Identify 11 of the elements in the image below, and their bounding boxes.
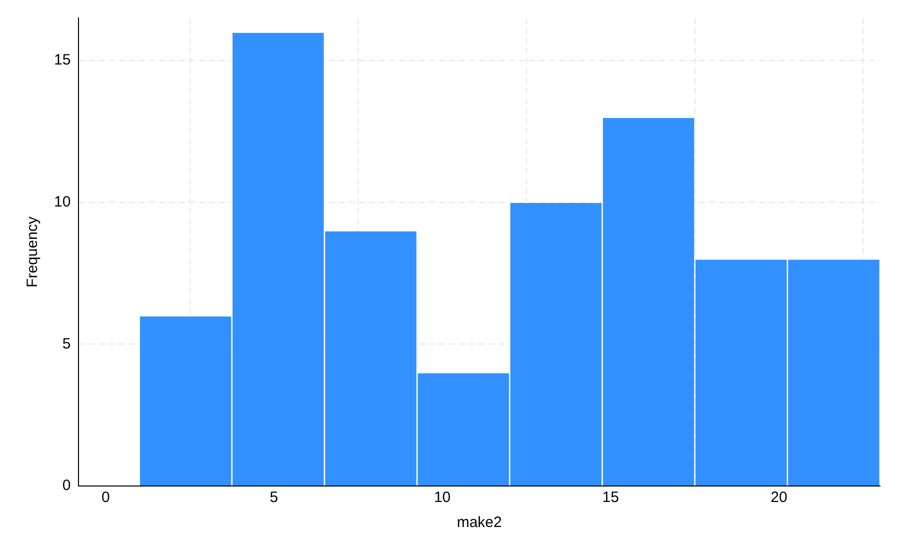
x-tick-label: 5 bbox=[270, 489, 278, 506]
y-axis-title: Frequency bbox=[24, 216, 42, 288]
x-tick-label: 10 bbox=[434, 489, 451, 506]
y-tick-label: 0 bbox=[62, 477, 71, 494]
x-axis-title: make2 bbox=[456, 514, 502, 532]
x-tick-label: 15 bbox=[602, 489, 619, 506]
y-tick-label: 10 bbox=[54, 194, 71, 211]
x-tick-label: 0 bbox=[101, 489, 110, 506]
y-tick-label: 15 bbox=[54, 52, 71, 69]
x-tick-label: 20 bbox=[770, 489, 788, 506]
y-tick-label: 5 bbox=[62, 335, 71, 352]
